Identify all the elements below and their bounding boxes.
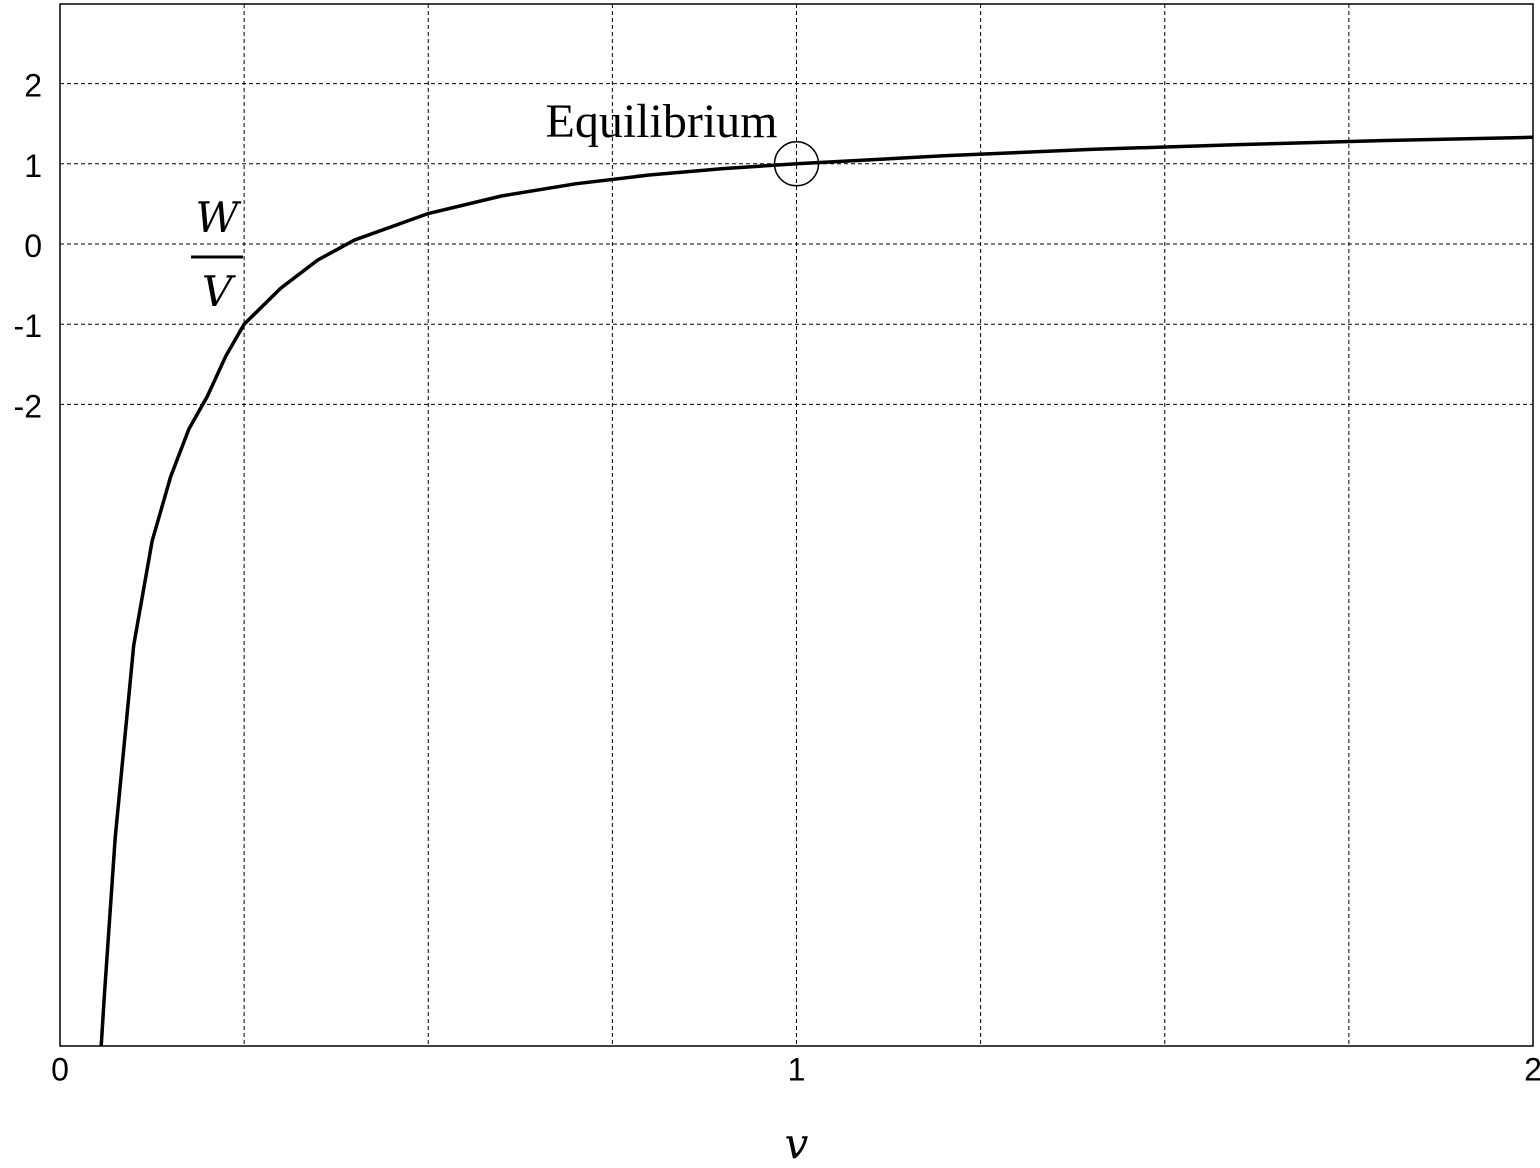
y-axis-label: W V [191, 193, 243, 316]
y-axis-label-numerator: W [195, 193, 242, 242]
y-axis-label-denominator: V [202, 267, 236, 316]
x-tick-label-0: 0 [51, 1051, 69, 1087]
y-tick-label-4: -2 [14, 388, 42, 424]
x-tick-label-1: 1 [788, 1051, 806, 1087]
data-series-line [99, 135, 1534, 1047]
y-tick-label-2: 0 [24, 228, 42, 264]
equilibrium-label: Equilibrium [546, 95, 778, 148]
y-tick-labels: 2 1 0 -1 -2 [14, 68, 42, 425]
x-axis-label: v [785, 1119, 809, 1168]
grid [60, 4, 1533, 1046]
equilibrium-marker [773, 141, 820, 187]
x-tick-labels: 0 1 2 [51, 1051, 1540, 1087]
y-tick-label-3: -1 [14, 308, 42, 344]
y-tick-label-1: 1 [24, 148, 42, 184]
plot-frame [59, 3, 1534, 1047]
y-tick-label-0: 2 [24, 68, 42, 104]
x-tick-label-2: 2 [1524, 1051, 1540, 1087]
